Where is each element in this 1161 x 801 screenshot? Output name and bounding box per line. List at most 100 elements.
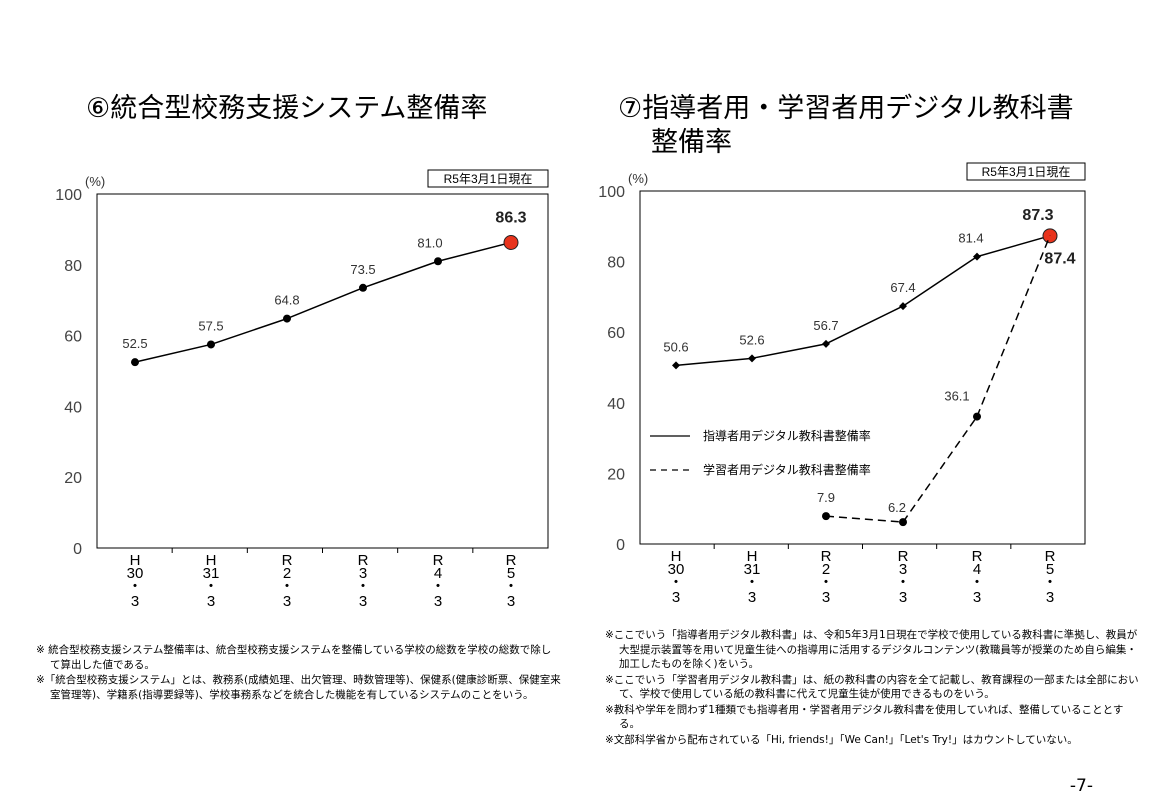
data-label: 6.2 <box>888 500 906 515</box>
x-tick-label: R <box>1045 548 1056 565</box>
data-point-highlight <box>1042 228 1058 244</box>
x-tick-label: ・ <box>355 578 370 595</box>
x-tick-label: ・ <box>127 578 142 595</box>
y-axis-unit: (%) <box>85 174 105 189</box>
date-note: R5年3月1日現在 <box>982 165 1071 179</box>
x-tick-label: ・ <box>895 574 910 591</box>
x-tick-label: ・ <box>744 574 759 591</box>
data-label: 81.0 <box>417 235 442 250</box>
data-label: 64.8 <box>274 293 299 308</box>
y-tick-label: 100 <box>598 184 625 201</box>
data-label: 50.6 <box>663 339 688 354</box>
x-tick-label: ・ <box>430 578 445 595</box>
data-label: 7.9 <box>817 490 835 505</box>
x-tick-label: ・ <box>503 578 518 595</box>
x-tick-label: 3 <box>359 565 367 582</box>
x-tick-label: 30 <box>127 565 144 582</box>
x-tick-label: R <box>506 552 517 569</box>
x-tick-label: H <box>747 548 758 565</box>
page-number: -7- <box>1069 776 1093 796</box>
x-tick-label: 3 <box>822 589 830 606</box>
y-axis-unit: (%) <box>628 171 648 186</box>
data-label: 87.4 <box>1044 250 1075 267</box>
data-point <box>131 358 139 367</box>
x-tick-label: 3 <box>899 589 907 606</box>
x-tick-label: H <box>206 552 217 569</box>
legend-label: 学習者用デジタル教科書整備率 <box>703 462 871 477</box>
note-right-1: ※ここでいう「指導者用デジタル教科書」は、令和5年3月1日現在で学校で使用してい… <box>605 629 1138 670</box>
data-label: 86.3 <box>495 209 526 226</box>
x-tick-label: 3 <box>899 561 907 578</box>
date-note-box <box>966 162 1086 181</box>
date-note-box <box>427 169 549 188</box>
series-line-segment <box>751 343 827 360</box>
y-tick-label: 80 <box>607 255 625 272</box>
data-point <box>672 361 680 370</box>
x-tick-label: 4 <box>973 561 981 578</box>
note-left-2: ※「統合型校務支援システム」とは、教務系(成績処理、出欠管理、時数管理等)、保健… <box>36 674 561 701</box>
chart-title-right-line2: 整備率 <box>651 127 732 158</box>
notes-left: ※ 統合型校務支援システム整備率は、統合型校務支援システムを整備している学校の総… <box>36 643 561 703</box>
x-tick-label: ・ <box>279 578 294 595</box>
x-tick-label: 31 <box>203 565 220 582</box>
legend-label: 指導者用デジタル教科書整備率 <box>703 428 871 443</box>
x-tick-label: ・ <box>203 578 218 595</box>
x-tick-label: 3 <box>283 593 291 610</box>
data-label: 52.5 <box>122 336 147 351</box>
x-tick-label: 5 <box>1046 561 1054 578</box>
data-label: 36.1 <box>944 389 969 404</box>
x-tick-label: 2 <box>822 561 830 578</box>
x-tick-label: R <box>282 552 293 569</box>
y-tick-label: 40 <box>64 399 82 416</box>
data-label: 56.7 <box>813 318 838 333</box>
chart-title-right-line1: ⑦指導者用・学習者用デジタル教科書 <box>618 93 1074 124</box>
data-label: 52.6 <box>739 332 764 347</box>
y-tick-label: 60 <box>64 329 82 346</box>
y-tick-label: 100 <box>55 187 82 204</box>
data-point <box>899 518 907 527</box>
x-tick-label: 3 <box>434 593 442 610</box>
x-tick-label: 5 <box>507 565 515 582</box>
y-tick-label: 40 <box>607 396 625 413</box>
series-line-segment <box>825 305 904 345</box>
x-tick-label: H <box>671 548 682 565</box>
data-point <box>822 512 830 521</box>
data-point <box>283 314 291 323</box>
x-tick-label: 3 <box>507 593 515 610</box>
x-tick-label: 3 <box>672 589 680 606</box>
y-tick-label: 80 <box>64 258 82 275</box>
data-label: 81.4 <box>958 231 983 246</box>
data-label: 73.5 <box>350 262 375 277</box>
x-tick-label: 3 <box>1046 589 1054 606</box>
data-point <box>748 354 756 363</box>
note-left-1: ※ 統合型校務支援システム整備率は、統合型校務支援システムを整備している学校の総… <box>36 644 552 671</box>
date-note: R5年3月1日現在 <box>444 172 533 186</box>
y-tick-label: 0 <box>73 541 82 558</box>
plot-area <box>639 190 1086 545</box>
data-label: 67.4 <box>890 280 915 295</box>
x-tick-label: ・ <box>668 574 683 591</box>
y-tick-label: 20 <box>607 466 625 483</box>
data-point <box>359 283 367 292</box>
data-point <box>973 252 981 261</box>
notes-right: ※ここでいう「指導者用デジタル教科書」は、令和5年3月1日現在で学校で使用してい… <box>605 628 1140 748</box>
data-label: 87.3 <box>1022 207 1053 224</box>
series-line-segment <box>134 343 212 363</box>
y-tick-label: 60 <box>607 325 625 342</box>
series-line-segment <box>902 416 978 523</box>
series-line-segment <box>976 235 1051 417</box>
x-tick-label: H <box>130 552 141 569</box>
series-line-segment <box>210 317 288 346</box>
x-tick-label: 2 <box>283 565 291 582</box>
x-tick-label: 4 <box>434 565 442 582</box>
data-point <box>822 339 830 348</box>
data-point <box>207 340 215 349</box>
x-tick-label: R <box>358 552 369 569</box>
series-line-segment <box>976 235 1051 258</box>
data-point <box>973 412 981 421</box>
series-line-segment <box>362 260 439 289</box>
chart-title-right: ⑦指導者用・学習者用デジタル教科書 整備率 <box>618 92 1074 160</box>
x-tick-label: R <box>898 548 909 565</box>
series-line-segment <box>902 256 978 307</box>
